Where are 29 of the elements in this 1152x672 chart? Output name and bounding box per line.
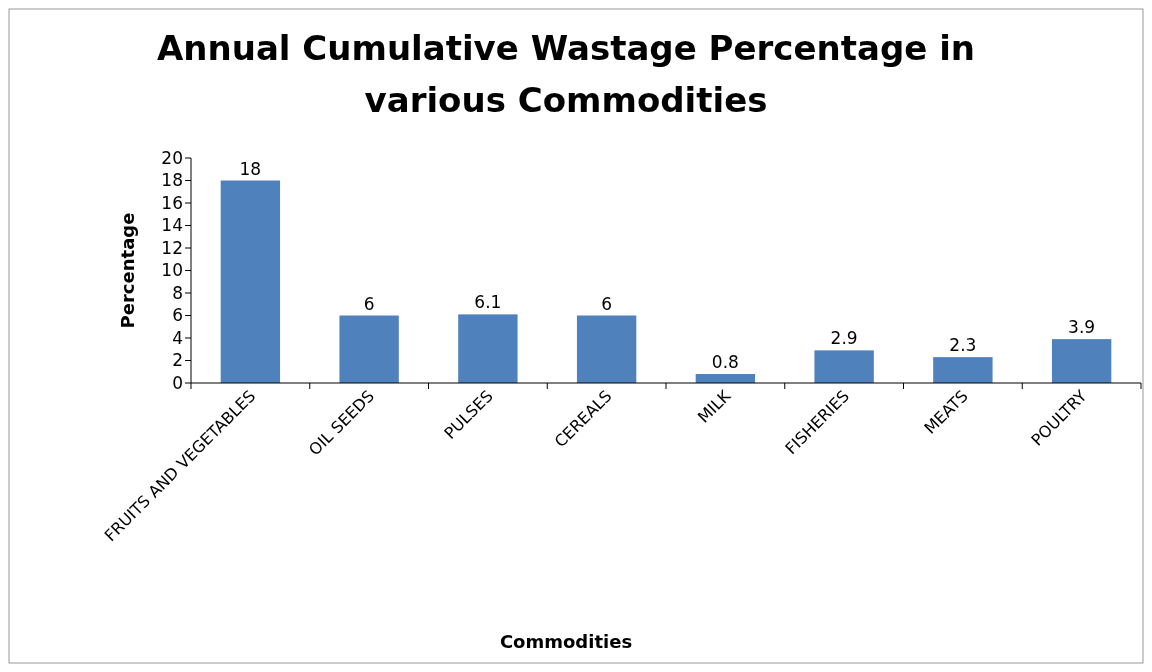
data-label: 18 xyxy=(239,158,262,179)
bar xyxy=(458,314,518,383)
data-label: 3.9 xyxy=(1068,317,1096,338)
y-tick-label: 18 xyxy=(161,170,183,191)
bar xyxy=(220,180,281,383)
bar xyxy=(576,315,637,383)
data-label: 0.8 xyxy=(711,352,739,372)
y-tick-label: 0 xyxy=(172,372,183,393)
y-tick-label: 6 xyxy=(172,305,183,326)
data-label: 6 xyxy=(363,293,375,314)
y-tick-label: 10 xyxy=(161,260,183,281)
x-axis-title: Commodities xyxy=(499,631,633,652)
data-label: 6.1 xyxy=(474,292,502,313)
y-tick-label: 4 xyxy=(172,327,183,348)
y-tick-label: 16 xyxy=(161,192,183,213)
data-label: 2.9 xyxy=(830,328,858,349)
data-label: 2.3 xyxy=(949,335,977,356)
y-tick-label: 2 xyxy=(172,350,183,371)
chart-title: Annual Cumulative Wastage Percentage in various Commodities xyxy=(156,28,976,120)
y-tick-label: 8 xyxy=(172,282,183,303)
bar xyxy=(814,350,874,383)
bar xyxy=(933,357,993,383)
y-axis-title: Percentage xyxy=(117,212,138,329)
data-label: 6 xyxy=(601,293,613,314)
y-tick-label: 12 xyxy=(161,237,183,258)
y-tick-label: 20 xyxy=(161,147,183,168)
bar xyxy=(339,315,399,383)
bar xyxy=(1051,339,1112,383)
y-tick-label: 14 xyxy=(161,215,183,236)
